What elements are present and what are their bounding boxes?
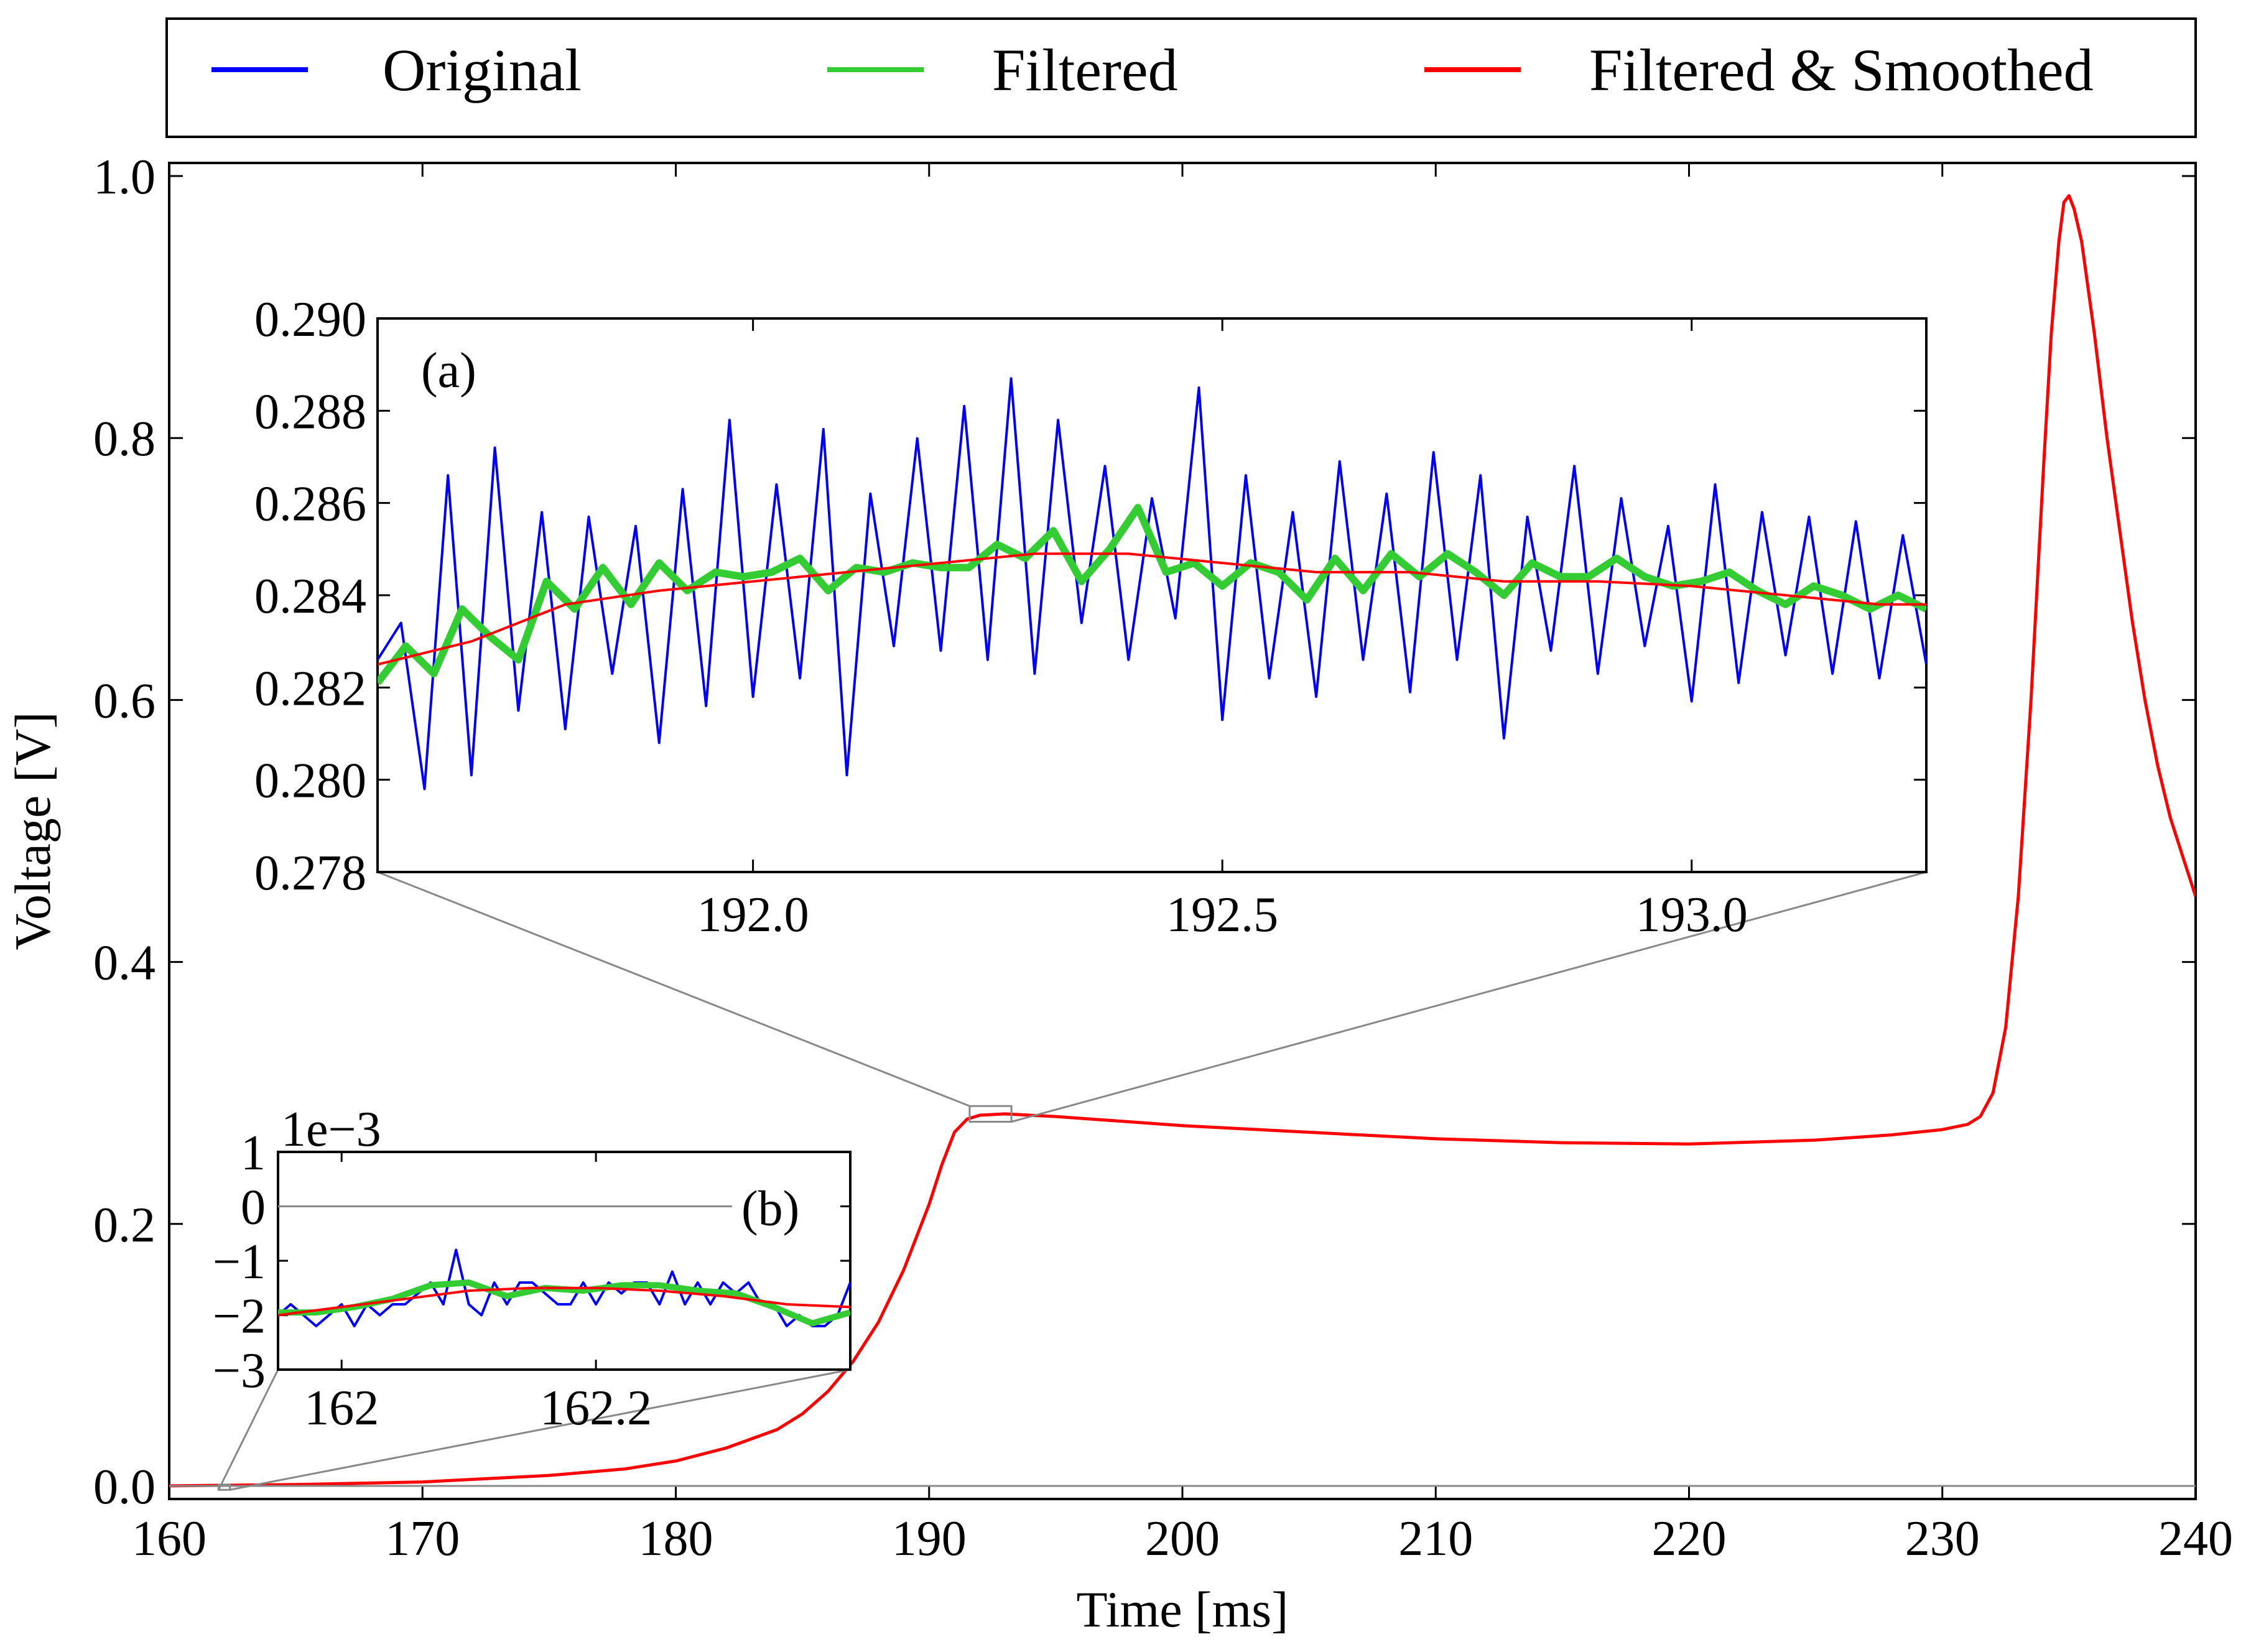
series-line-original: [378, 377, 1926, 791]
inset-b-label: (b): [741, 1182, 799, 1237]
inset-a-ytick-label: 0.286: [254, 477, 366, 532]
inset-a-xtick-label: 192.0: [697, 888, 809, 942]
inset-b-frame: [277, 1151, 852, 1371]
connector-a-left: [377, 871, 970, 1107]
inset-a-xtick-label: 193.0: [1636, 888, 1748, 942]
main-xtick-label: 230: [1905, 1511, 1980, 1566]
zoom-box-a: [968, 1105, 1013, 1123]
main-xtick-label: 170: [385, 1511, 460, 1566]
series-line-filtered-smoothed: [378, 552, 1926, 666]
zoom-box-b: [217, 1483, 231, 1491]
inset-b-xtick-label: 162.2: [540, 1381, 652, 1436]
main-xtick-label: 180: [639, 1511, 713, 1566]
series-line-filtered-smoothed: [278, 1286, 850, 1317]
inset-a-frame: [376, 317, 1928, 873]
inset-b-xtick-label: 162: [304, 1381, 379, 1436]
main-ytick-label: 0.4: [93, 936, 155, 991]
main-ytick-label: 0.6: [93, 674, 155, 728]
legend-label-original: Original: [383, 37, 582, 103]
inset-a-ytick-label: 0.280: [254, 754, 366, 809]
legend-label-filtered: Filtered: [992, 37, 1178, 103]
inset-a: 192.0 192.5 193.0 0.278 0.280 0.282 0.284 0.286…: [254, 292, 1928, 942]
inset-b-ytick-label: 0: [241, 1181, 266, 1235]
main-xtick-label: 200: [1145, 1511, 1220, 1566]
inset-a-ytick-label: 0.284: [254, 569, 366, 624]
connector-b-left: [218, 1369, 279, 1490]
x-axis-label: Time [ms]: [1077, 1581, 1289, 1638]
main-xtick-label: 240: [2158, 1511, 2233, 1566]
legend: Original Filtered Filtered & Smoothed: [165, 17, 2197, 138]
inset-a-ytick-label: 0.288: [254, 384, 366, 439]
main-xtick-label: 160: [132, 1511, 207, 1566]
main-ytick-label: 0.8: [93, 412, 155, 466]
inset-a-ytick-label: 0.278: [254, 846, 366, 901]
series-line-original: [278, 1248, 850, 1327]
inset-b-ytick-label: −3: [213, 1343, 266, 1398]
inset-b: 162 162.2 10−1−2−3 (b) 1e−3: [213, 1102, 852, 1436]
connector-b-right: [230, 1368, 851, 1491]
connector-a-right: [1011, 871, 1927, 1123]
inset-a-xtick-label: 192.5: [1166, 888, 1278, 942]
legend-frame: [165, 17, 2197, 138]
inset-b-ytick-label: 1: [241, 1126, 266, 1181]
main-xtick-label: 190: [892, 1511, 967, 1566]
main-ytick-label: 1.0: [93, 150, 155, 205]
legend-label-filtered-smoothed: Filtered & Smoothed: [1589, 37, 2094, 103]
main-xtick-label: 220: [1652, 1511, 1727, 1566]
y-axis-label: Voltage [V]: [4, 712, 61, 950]
main-ytick-label: 0.2: [93, 1198, 155, 1253]
inset-a-label: (a): [421, 343, 476, 398]
main-ytick-label: 0.0: [93, 1460, 155, 1515]
inset-b-scale-label: 1e−3: [281, 1102, 381, 1157]
main-xtick-label: 210: [1398, 1511, 1473, 1566]
inset-a-ytick-label: 0.282: [254, 661, 366, 716]
inset-b-ytick-label: −1: [213, 1235, 266, 1289]
inset-a-ytick-label: 0.290: [254, 292, 366, 347]
inset-b-ytick-label: −2: [213, 1289, 266, 1344]
zoom-connectors: [217, 871, 1927, 1491]
series-line-filtered-smoothed: [169, 194, 2196, 1488]
